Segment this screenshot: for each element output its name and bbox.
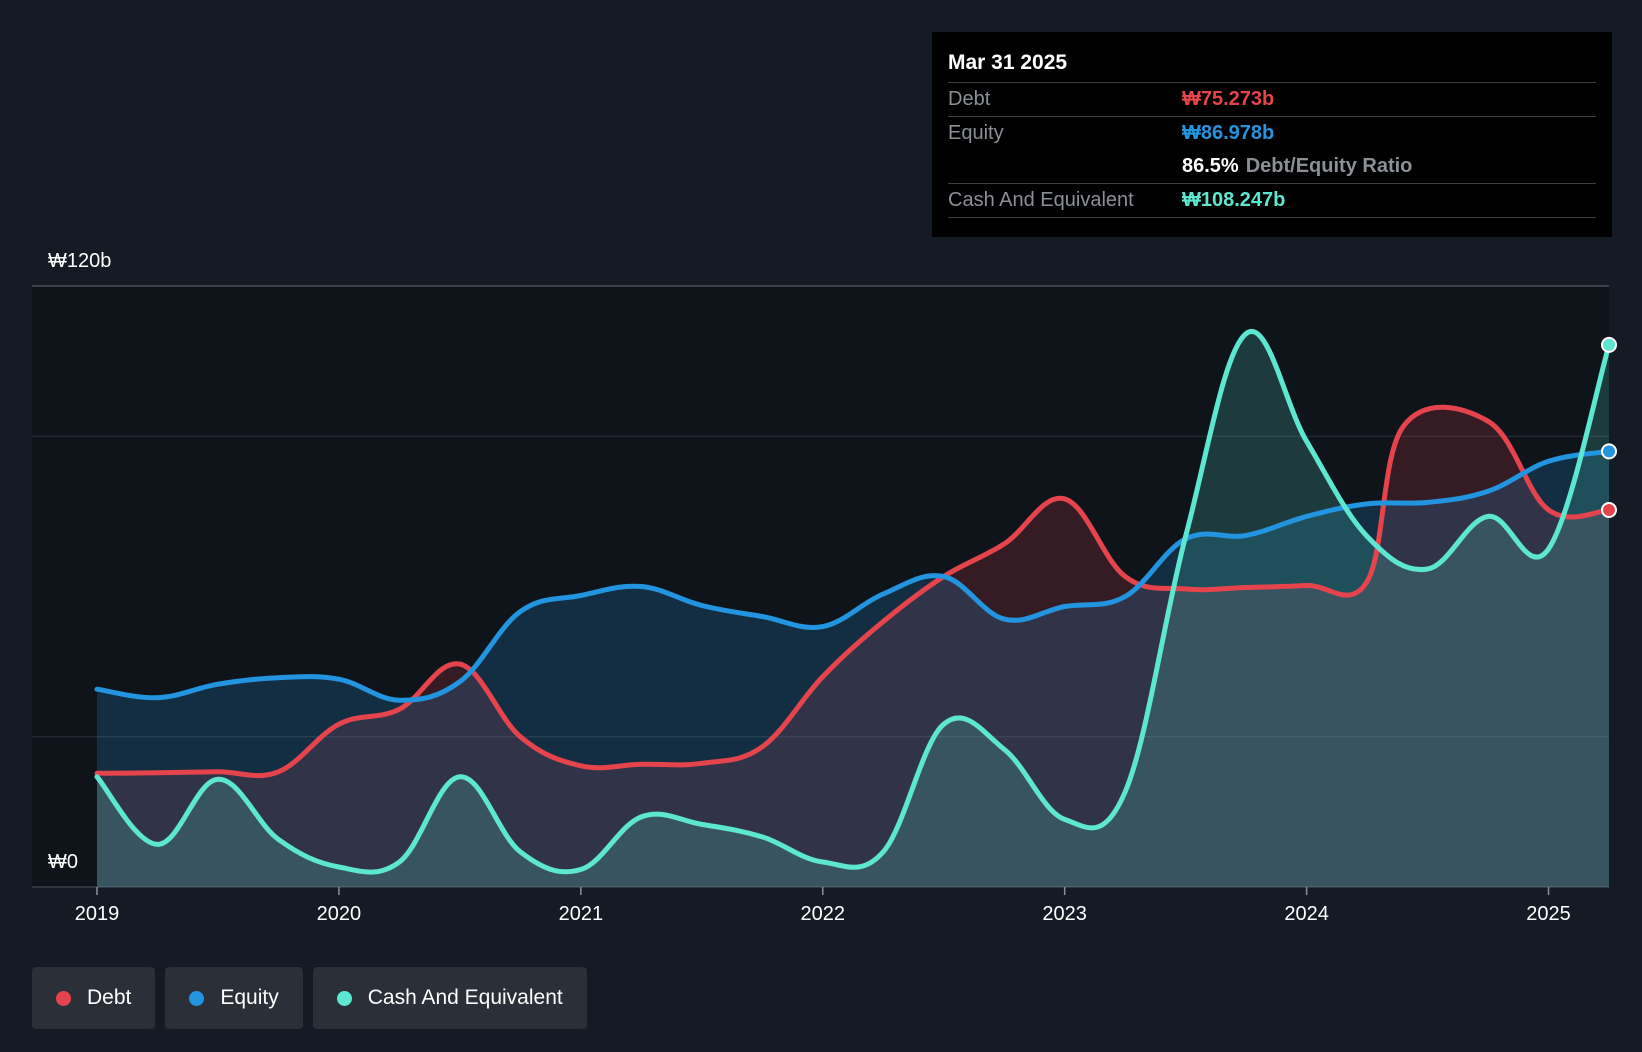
legend-equity-label: Equity bbox=[220, 986, 279, 1009]
series-areas bbox=[97, 331, 1609, 887]
tooltip-cash-row: Cash And Equivalent ₩108.247b bbox=[948, 184, 1596, 218]
y-tick-label-zero: ₩0 bbox=[48, 851, 78, 873]
tooltip-ratio-row: 86.5% Debt/Equity Ratio bbox=[948, 150, 1596, 184]
legend-item-debt[interactable]: Debt bbox=[32, 967, 156, 1029]
data-tooltip: Mar 31 2025 Debt ₩75.273b Equity ₩86.978… bbox=[932, 32, 1612, 237]
equity-end-marker bbox=[1601, 443, 1617, 460]
tooltip-ratio-value: 86.5% bbox=[1182, 155, 1239, 177]
series-lines bbox=[94, 329, 1612, 875]
tooltip-cash-value: ₩108.247b bbox=[1182, 189, 1286, 211]
legend-cash-label: Cash And Equivalent bbox=[367, 986, 563, 1009]
tooltip-equity-row: Equity ₩86.978b bbox=[948, 117, 1596, 150]
tooltip-cash-label: Cash And Equivalent bbox=[948, 189, 1134, 211]
x-tick-label: 2020 bbox=[317, 903, 362, 925]
legend-item-equity[interactable]: Equity bbox=[165, 967, 303, 1029]
cash-and-equivalent-end-marker bbox=[1601, 336, 1617, 353]
y-tick-label-max: ₩120b bbox=[48, 250, 112, 272]
debt-dot-icon bbox=[56, 990, 71, 1006]
x-axis-ticks: 2019 2020 2021 2022 2023 2024 2025 bbox=[75, 887, 1571, 925]
cash-dot-icon bbox=[336, 990, 352, 1006]
equity-line bbox=[94, 448, 1612, 703]
x-tick-label: 2022 bbox=[801, 903, 846, 925]
tooltip-equity-label: Equity bbox=[948, 122, 1004, 144]
plot-background bbox=[32, 286, 1609, 887]
tooltip-date: Mar 31 2025 bbox=[948, 44, 1596, 83]
legend-debt-label: Debt bbox=[87, 986, 132, 1009]
x-tick-label: 2021 bbox=[559, 903, 604, 925]
grid-lines bbox=[32, 285, 1609, 888]
tooltip-equity-value: ₩86.978b bbox=[1182, 122, 1275, 144]
legend-item-cash[interactable]: Cash And Equivalent bbox=[312, 967, 587, 1029]
chart-legend: Debt Equity Cash And Equivalent bbox=[32, 967, 587, 1029]
cash-and-equivalent-area bbox=[97, 331, 1609, 887]
tooltip-debt-label: Debt bbox=[948, 88, 991, 110]
debt-area bbox=[97, 407, 1609, 887]
x-tick-label: 2024 bbox=[1284, 903, 1329, 925]
equity-area bbox=[97, 451, 1609, 887]
x-tick-label: 2019 bbox=[75, 903, 120, 925]
equity-dot-icon bbox=[189, 990, 205, 1006]
end-markers bbox=[1601, 336, 1617, 519]
tooltip-debt-value: ₩75.273b bbox=[1182, 88, 1275, 110]
cash-and-equivalent-line bbox=[94, 329, 1612, 875]
x-tick-label: 2023 bbox=[1042, 903, 1087, 925]
tooltip-debt-row: Debt ₩75.273b bbox=[948, 83, 1596, 117]
x-tick-label: 2025 bbox=[1526, 903, 1571, 925]
debt-end-marker bbox=[1601, 502, 1617, 519]
tooltip-ratio-label: Debt/Equity Ratio bbox=[1245, 155, 1413, 177]
